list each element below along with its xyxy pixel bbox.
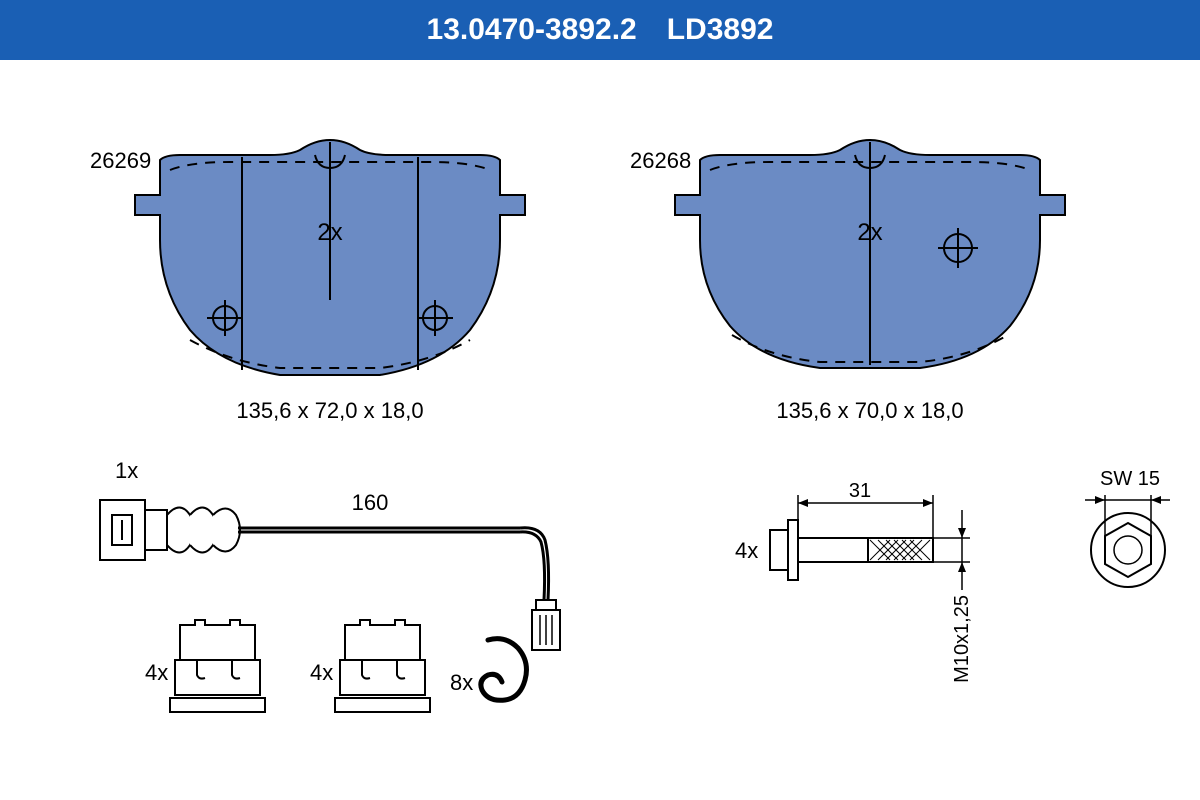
clip-c-group: 8x <box>450 639 526 701</box>
pad-right-dims: 135,6 x 70,0 x 18,0 <box>776 398 963 423</box>
bolt-hex <box>1105 523 1151 577</box>
bolt-thread-arrow-b <box>958 562 966 572</box>
technical-drawing: 2x 26269 135,6 x 72,0 x 18,0 2x 26268 13… <box>0 60 1200 800</box>
bolt-side-group: 4x 31 M10x1,25 <box>735 480 973 683</box>
clip-a-group: 4x <box>145 620 265 712</box>
pad-left-dims: 135,6 x 72,0 x 18,0 <box>236 398 423 423</box>
part-number: 13.0470-3892.2 <box>427 13 637 47</box>
bolt-thread-arrow-t <box>958 528 966 538</box>
pad-right-group: 2x <box>675 140 1065 368</box>
sensor-group: 1x 160 <box>100 458 560 650</box>
clip-b-group: 4x <box>310 620 430 712</box>
clip-b-base <box>335 698 430 712</box>
bolt-length: 31 <box>849 480 871 502</box>
header-bar: 13.0470-3892.2 LD3892 <box>0 0 1200 60</box>
clip-c-qty: 8x <box>450 670 473 695</box>
pad-right-code: 26268 <box>630 148 691 173</box>
pad-left-qty: 2x <box>317 219 342 246</box>
bolt-head-side <box>770 530 788 570</box>
clip-a-base <box>170 698 265 712</box>
sensor-connector-side <box>145 510 167 550</box>
bolt-sw-arrow-r <box>1151 496 1161 504</box>
bolt-sw-arrow-l <box>1095 496 1105 504</box>
clip-b-qty: 4x <box>310 660 333 685</box>
bolt-dim-arrow-l <box>798 499 808 507</box>
bolt-shank <box>798 538 868 562</box>
bolt-qty: 4x <box>735 538 758 563</box>
sensor-boot3 <box>213 509 240 552</box>
bolt-thread-rect <box>868 538 933 562</box>
sensor-end-top <box>536 600 556 610</box>
diagram-area: 2x 26269 135,6 x 72,0 x 18,0 2x 26268 13… <box>0 60 1200 800</box>
bolt-thread-label: M10x1,25 <box>951 595 973 683</box>
bolt-head-group: SW 15 <box>1085 468 1170 587</box>
clip-c-spring <box>481 639 527 701</box>
pad-left-code: 26269 <box>90 148 151 173</box>
bolt-dim-arrow-r <box>923 499 933 507</box>
bolt-wrench: SW 15 <box>1100 468 1160 490</box>
clip-a-body <box>175 620 260 695</box>
pad-left-group: 2x <box>135 140 525 375</box>
clip-a-qty: 4x <box>145 660 168 685</box>
sensor-qty: 1x <box>115 458 138 483</box>
clip-b-body <box>340 620 425 695</box>
pad-right-qty: 2x <box>857 219 882 246</box>
sensor-length: 160 <box>352 490 389 515</box>
bolt-flange-side <box>788 520 798 580</box>
ld-code: LD3892 <box>667 13 774 47</box>
sensor-wire-curve2 <box>520 532 545 600</box>
